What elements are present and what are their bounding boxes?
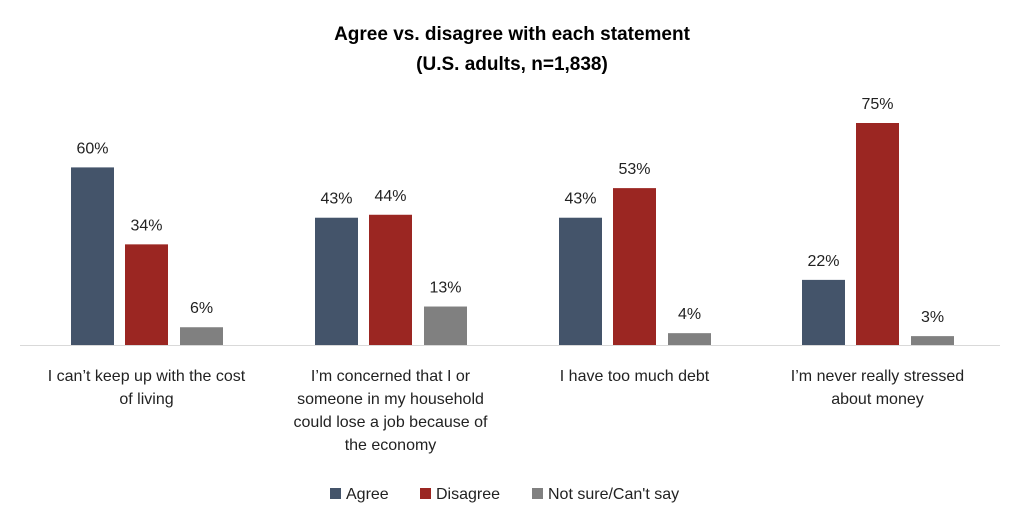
data-label: 75% xyxy=(861,96,893,113)
data-label: 44% xyxy=(374,188,406,205)
legend-swatch xyxy=(330,488,341,499)
data-label: 13% xyxy=(429,280,461,297)
bar-not-sure-can-t-say-4 xyxy=(911,336,954,345)
category-label: I’m concerned that I or xyxy=(311,368,471,385)
bar-disagree-4 xyxy=(856,123,899,345)
data-label: 3% xyxy=(921,309,944,326)
data-label: 43% xyxy=(320,191,352,208)
bar-not-sure-can-t-say-2 xyxy=(424,306,467,345)
category-label: I have too much debt xyxy=(560,368,710,385)
data-label: 60% xyxy=(76,140,108,157)
legend-swatch xyxy=(532,488,543,499)
data-label: 4% xyxy=(678,306,701,323)
bar-agree-2 xyxy=(315,217,358,345)
category-label: about money xyxy=(831,391,924,408)
bar-agree-3 xyxy=(559,217,602,345)
bar-not-sure-can-t-say-1 xyxy=(180,327,223,345)
category-label: could lose a job because of xyxy=(294,414,488,431)
data-label: 22% xyxy=(807,253,839,270)
chart-title: Agree vs. disagree with each statement xyxy=(334,24,691,45)
legend: Agree Disagree Not sure/Can't say xyxy=(330,486,679,503)
legend-swatch xyxy=(420,488,431,499)
category-label: of living xyxy=(119,391,173,408)
data-label: 53% xyxy=(618,161,650,178)
category-label: the economy xyxy=(345,437,437,454)
bar-disagree-1 xyxy=(125,244,168,345)
data-label: 43% xyxy=(564,191,596,208)
legend-label: Not sure/Can't say xyxy=(548,486,679,503)
category-label: someone in my household xyxy=(297,391,484,408)
data-label: 34% xyxy=(130,217,162,234)
data-label: 6% xyxy=(190,300,213,317)
legend-label: Disagree xyxy=(436,486,500,503)
bar-disagree-2 xyxy=(369,214,412,345)
bar-disagree-3 xyxy=(613,188,656,345)
bar-agree-1 xyxy=(71,167,114,345)
bar-not-sure-can-t-say-3 xyxy=(668,333,711,345)
category-label: I can’t keep up with the cost xyxy=(48,368,246,385)
legend-label: Agree xyxy=(346,486,389,503)
chart-subtitle: (U.S. adults, n=1,838) xyxy=(416,54,608,75)
category-label: I’m never really stressed xyxy=(791,368,964,385)
bar-agree-4 xyxy=(802,279,845,345)
